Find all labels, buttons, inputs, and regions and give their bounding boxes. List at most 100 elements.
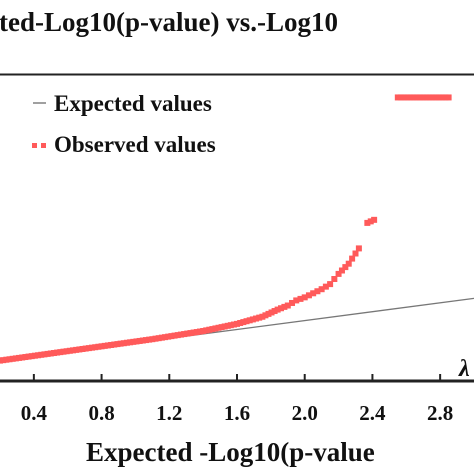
observed-point [364,219,371,226]
observed-point [371,216,378,223]
observed-point [203,327,210,334]
observed-point [432,94,439,101]
legend-observed-swatch-1 [32,143,37,148]
observed-point [305,292,312,299]
observed-point [79,345,86,352]
observed-point [442,94,449,101]
observed-point [70,347,77,354]
observed-point [429,94,436,101]
observed-point [123,339,130,346]
observed-point [206,326,213,333]
x-tick-label: 0.8 [88,401,114,425]
observed-point [114,341,121,348]
observed-point [47,350,54,357]
observed-point [127,339,134,346]
observed-point [397,94,404,101]
observed-point [352,250,359,257]
observed-point [367,218,374,225]
x-tick-label: 1.6 [224,401,250,425]
observed-point [218,324,225,331]
observed-point [196,328,203,335]
observed-point [289,299,296,306]
x-axis-label: Expected -Log10(p-value [86,437,375,467]
observed-point [117,340,124,347]
observed-point [322,283,329,290]
observed-point [301,294,308,301]
observed-point [215,324,222,331]
observed-point [168,333,175,340]
observed-point [318,286,325,293]
observed-point [89,344,96,351]
observed-point [63,348,70,355]
observed-point [271,308,278,315]
observed-point [249,316,256,323]
observed-point [16,354,23,361]
observed-point [95,343,102,350]
observed-point [158,334,165,341]
observed-point [187,330,194,337]
observed-point [394,94,401,101]
observed-point [22,354,29,361]
observed-point [38,351,45,358]
observed-point [310,290,317,297]
observed-point [327,281,334,288]
observed-point [407,94,414,101]
x-tick-label: 1.2 [156,401,182,425]
x-tick-label: 0.4 [21,401,48,425]
observed-point [171,332,178,339]
x-ticks: 0.4 0.8 1.2 1.6 2.0 2.4 2.8 [21,374,453,425]
observed-point [224,322,231,329]
legend-observed-swatch-2 [41,143,46,148]
observed-point [349,255,356,262]
observed-point [284,302,291,309]
observed-point [130,338,137,345]
legend: Expected values Observed values [32,91,216,157]
observed-point [237,319,244,326]
observed-point [73,346,80,353]
lambda-annotation: λ [458,356,470,382]
observed-point [209,326,216,333]
observed-point [259,313,266,320]
observed-point [133,338,140,345]
observed-point [345,260,352,267]
observed-point [410,94,417,101]
observed-point [256,314,263,321]
observed-point [212,325,219,332]
observed-point [417,94,424,101]
observed-point [293,297,300,304]
observed-point [57,349,64,356]
observed-point [6,356,13,363]
observed-point [253,315,260,322]
observed-point [85,345,92,352]
observed-point [108,341,115,348]
observed-point [60,348,67,355]
observed-point [104,342,111,349]
observed-point [19,354,26,361]
observed-point [221,323,228,330]
observed-point [268,309,275,316]
observed-point [401,94,408,101]
observed-point [143,337,150,344]
observed-series [0,94,452,364]
observed-point [243,318,250,325]
observed-point [314,288,321,295]
observed-point [0,357,7,364]
observed-point [12,355,19,362]
observed-point [155,335,162,342]
observed-point [152,335,159,342]
observed-point [426,94,433,101]
observed-point [92,344,99,351]
observed-point [262,312,269,319]
x-tick-label: 2.4 [359,401,386,425]
observed-point [41,351,48,358]
observed-point [297,295,304,302]
observed-point [246,317,253,324]
observed-point [227,322,234,329]
observed-point [162,334,169,341]
observed-point [177,331,184,338]
observed-point [420,94,427,101]
observed-point [413,94,420,101]
observed-point [25,353,32,360]
observed-point [404,94,411,101]
